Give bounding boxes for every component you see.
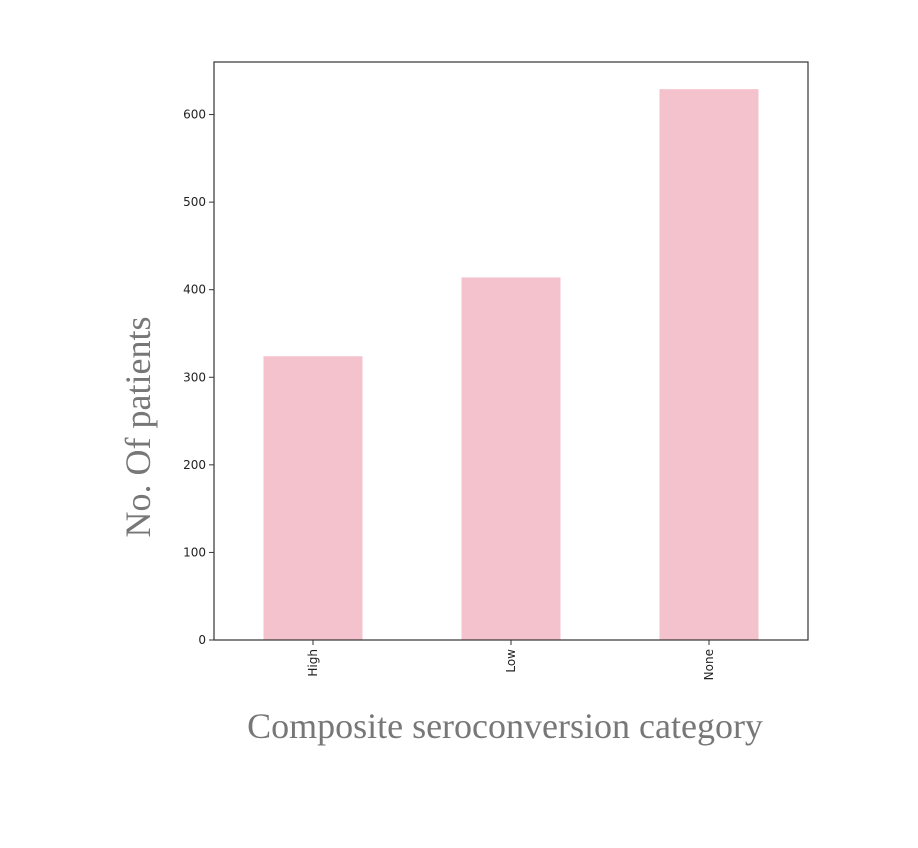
- bar-low: [461, 277, 561, 640]
- x-axis-label: Composite seroconversion category: [247, 706, 763, 746]
- bars-group: [263, 89, 759, 640]
- x-tick-label: High: [306, 649, 320, 677]
- y-tick-label: 200: [183, 458, 206, 472]
- y-axis-label: No. Of patients: [118, 317, 158, 538]
- y-tick-label: 600: [183, 108, 206, 122]
- bar-none: [659, 89, 759, 640]
- x-ticks-group: High Low None: [306, 640, 716, 680]
- bar-high: [263, 356, 363, 640]
- x-tick-label: None: [702, 649, 716, 680]
- y-tick-label: 100: [183, 545, 206, 559]
- y-tick-label: 400: [183, 283, 206, 297]
- y-tick-label: 300: [183, 370, 206, 384]
- y-ticks-group: 0 100 200 300 400 500 600: [183, 108, 214, 647]
- y-tick-label: 0: [198, 633, 206, 647]
- y-tick-label: 500: [183, 195, 206, 209]
- x-tick-label: Low: [504, 649, 518, 673]
